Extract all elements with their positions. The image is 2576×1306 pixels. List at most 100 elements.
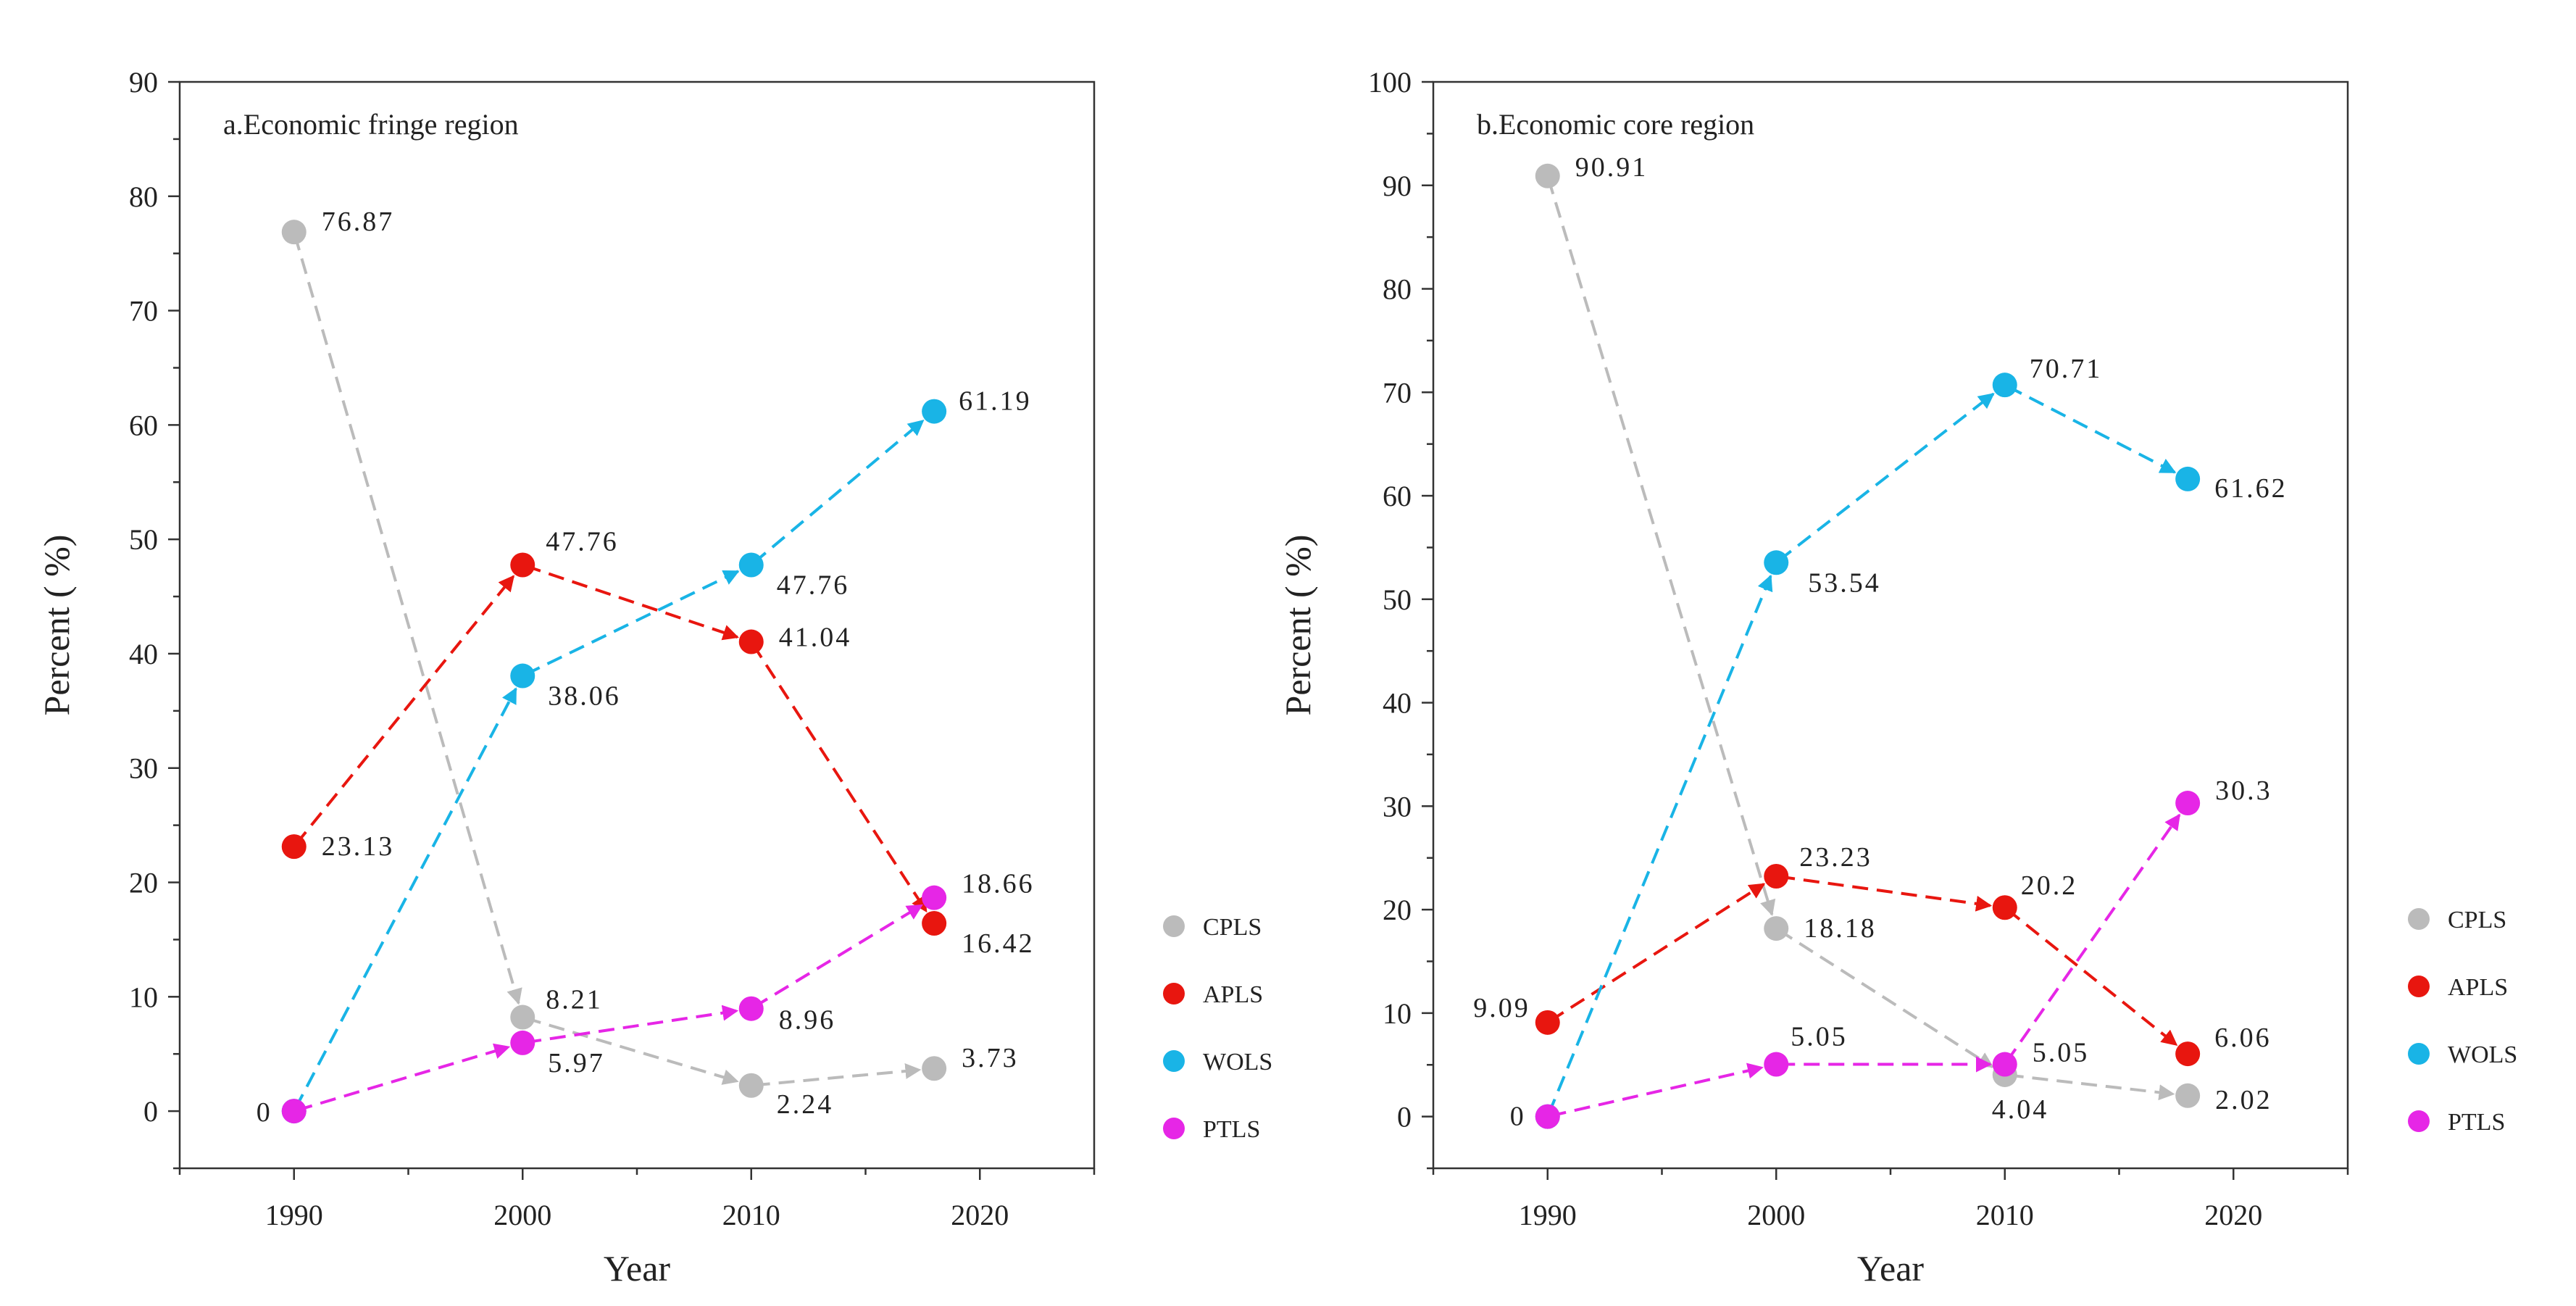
panel-b-wols-data-label: 61.62 bbox=[2214, 473, 2288, 504]
panel-a-legend-marker-apls bbox=[1163, 983, 1185, 1005]
panel-b-apls-point bbox=[1764, 863, 1789, 889]
panel-a-cpls-data-label: 8.21 bbox=[546, 985, 603, 1015]
panel-a-apls-segment bbox=[751, 643, 928, 913]
panel-a-legend-label-cpls: CPLS bbox=[1203, 914, 1262, 941]
panel-b-x-tick-label: 2000 bbox=[1747, 1199, 1805, 1231]
panel-a-legend-label-apls: APLS bbox=[1203, 981, 1263, 1008]
panel-b-legend-label-ptls: PTLS bbox=[2448, 1109, 2505, 1136]
panel-b-cpls-segment bbox=[1546, 178, 1776, 917]
panel-a-cpls-segment bbox=[525, 1016, 739, 1085]
panel-b-apls-data-label: 9.09 bbox=[1473, 993, 1530, 1023]
panel-b-cpls-data-label: 4.04 bbox=[1992, 1094, 2049, 1125]
panel-a-apls-data-label: 23.13 bbox=[322, 831, 395, 862]
panel-a-apls-segment bbox=[525, 564, 739, 641]
panel-a-apls-point bbox=[738, 629, 764, 654]
panel-b-series-cpls: 90.91 18.18 4.04 2.02 bbox=[1535, 152, 2272, 1125]
panel-a-ptls-segment bbox=[296, 1043, 511, 1112]
panel-a-y-tick-label: 40 bbox=[129, 638, 158, 670]
panel-a-cpls-data-label: 76.87 bbox=[322, 207, 395, 237]
panel-b-series-apls: 9.09 23.23 20.2 6.06 bbox=[1473, 842, 2272, 1067]
panel-a-y-tick-label: 90 bbox=[129, 66, 158, 99]
panel-b-cpls-point bbox=[1535, 163, 1560, 188]
panel-a-series-ptls: 5.97 8.96 18.66 bbox=[281, 869, 1033, 1124]
panel-a-y-tick-label: 20 bbox=[129, 867, 158, 899]
panel-a-apls-point bbox=[510, 552, 535, 578]
panel-b-y-tick-label: 70 bbox=[1383, 376, 1412, 409]
panel-b-legend-label-cpls: CPLS bbox=[2448, 907, 2506, 933]
panel-b-legend-label-wols: WOLS bbox=[2448, 1041, 2517, 1068]
panel-a-apls-segment bbox=[294, 575, 515, 846]
panel-b-apls-point bbox=[2175, 1041, 2201, 1067]
panel-b-legend-marker-wols bbox=[2408, 1043, 2430, 1065]
panel-a-y-tick-label: 0 bbox=[143, 1095, 158, 1128]
panel-b-series-wols: 0 53.54 70.71 61.62 bbox=[1510, 354, 2288, 1131]
panel-a-apls-data-label: 47.76 bbox=[546, 527, 619, 557]
panel-b-legend-marker-apls bbox=[2408, 976, 2430, 997]
panel-a-plot-frame bbox=[178, 80, 1096, 1170]
panel-b-y-tick-label: 30 bbox=[1383, 790, 1412, 823]
panel-a-cpls-point bbox=[738, 1073, 764, 1098]
panel-b-wols-data-label: 53.54 bbox=[1808, 567, 1881, 598]
panel-b-y-axis-title: Percent ( %) bbox=[1277, 535, 1318, 716]
panel-a-legend-marker-cpls bbox=[1163, 915, 1185, 937]
panel-b-ptls-point bbox=[2175, 791, 2201, 816]
panel-a-apls-data-label: 16.42 bbox=[962, 928, 1035, 959]
panel-b-ptls-point bbox=[1535, 1104, 1560, 1129]
panel-a-cpls-data-label: 3.73 bbox=[962, 1043, 1019, 1073]
panel-a-wols-point bbox=[738, 552, 764, 578]
panel-b-y-tick-label: 40 bbox=[1383, 687, 1412, 720]
panel-b-wols-point bbox=[2175, 466, 2201, 491]
panel-b-apls-data-label: 6.06 bbox=[2214, 1023, 2272, 1053]
panel-b-series-ptls: 5.05 5.05 30.3 bbox=[1535, 775, 2272, 1129]
panel-b-legend: CPLS APLS WOLS PTLS bbox=[2408, 907, 2517, 1136]
panel-a-y-tick-label: 60 bbox=[129, 409, 158, 441]
panel-a-wols-data-label: 38.06 bbox=[548, 681, 621, 712]
panel-b-wols-segment bbox=[2006, 385, 2177, 474]
panel-b-cpls-data-label: 18.18 bbox=[1804, 913, 1877, 944]
panel-b-cpls-data-label: 90.91 bbox=[1575, 152, 1648, 183]
panel-a-wols-data-label: 0 bbox=[257, 1097, 272, 1128]
panel-b-cpls-point bbox=[1764, 916, 1789, 941]
panel-b-legend-label-apls: APLS bbox=[2448, 974, 2508, 1001]
panel-a-ptls-point bbox=[922, 885, 947, 910]
panel-a-x-axis-title: Year bbox=[604, 1248, 670, 1289]
panel-b-wols-data-label: 70.71 bbox=[2030, 354, 2103, 384]
panel-b-cpls-segment bbox=[1777, 928, 1994, 1068]
panel-a-y-tick-label: 30 bbox=[129, 752, 158, 785]
panel-a-ptls-data-label: 8.96 bbox=[779, 1005, 836, 1036]
panel-b-ptls-point bbox=[1992, 1052, 2017, 1077]
panel-a-series-wols: 0 38.06 47.76 61.19 bbox=[257, 386, 1030, 1128]
panel-a-wols-point bbox=[510, 663, 535, 689]
panel-b-ptls-point bbox=[1764, 1052, 1789, 1077]
panel-a-cpls-data-label: 2.24 bbox=[777, 1089, 834, 1120]
panel-b-y-tick-label: 50 bbox=[1383, 583, 1412, 616]
panel-b-y-tick-label: 100 bbox=[1368, 66, 1412, 99]
panel-a-legend-label-wols: WOLS bbox=[1203, 1049, 1272, 1076]
panel-b-cpls-data-label: 2.02 bbox=[2215, 1085, 2272, 1115]
panel-b-legend-marker-cpls bbox=[2408, 908, 2430, 930]
panel-a-ptls-point bbox=[510, 1030, 535, 1055]
panel-b-x-tick-label: 2010 bbox=[1976, 1199, 2034, 1231]
panel-b: 0 10 20 30 40 50 60 70 80 90 100 1990 2000 2010 2020 Ye… bbox=[1277, 66, 2517, 1289]
panel-b-x-tick-label: 2020 bbox=[2204, 1199, 2262, 1231]
panel-a-x-tick-label: 1990 bbox=[265, 1199, 323, 1231]
panel-a-ptls-data-label: 5.97 bbox=[548, 1048, 605, 1078]
panel-a-x-tick-label: 2020 bbox=[951, 1199, 1009, 1231]
panel-a-wols-data-label: 47.76 bbox=[777, 570, 850, 601]
panel-b-ptls-segment bbox=[1550, 1062, 1764, 1118]
panel-b-apls-data-label: 23.23 bbox=[1799, 842, 1872, 873]
panel-b-legend-marker-ptls bbox=[2408, 1110, 2430, 1132]
panel-a: 0 10 20 30 40 50 60 70 80 90 1990 2000 2010 2020 Year P… bbox=[36, 66, 1272, 1289]
panel-a-cpls-point bbox=[510, 1005, 535, 1030]
panel-b-apls-point bbox=[1535, 1010, 1560, 1035]
panel-b-ptls-data-label: 30.3 bbox=[2215, 775, 2272, 806]
panel-b-x-tick-label: 1990 bbox=[1519, 1199, 1577, 1231]
panel-a-y-tick-label: 70 bbox=[129, 295, 158, 328]
panel-a-y-tick-label: 50 bbox=[129, 523, 158, 556]
panel-a-wols-point bbox=[922, 399, 947, 424]
panel-a-legend-label-ptls: PTLS bbox=[1203, 1116, 1260, 1143]
panel-a-wols-segment bbox=[752, 419, 925, 565]
panel-b-wols-segment bbox=[1777, 392, 1995, 562]
